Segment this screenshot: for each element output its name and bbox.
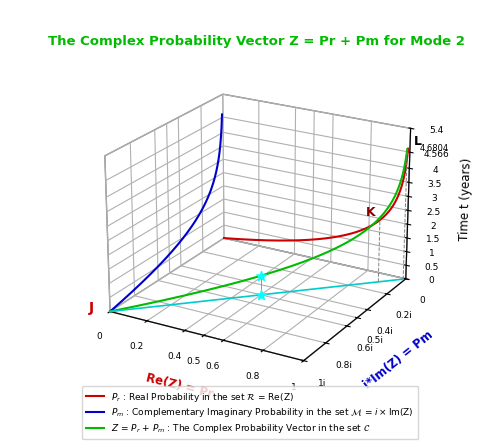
- Legend: $P_r$ : Real Probability in the set $\mathcal{R}$ = Re(Z), $P_m$ : Complementary: $P_r$ : Real Probability in the set $\ma…: [82, 386, 418, 440]
- Y-axis label: i*Im(Z) = Pm: i*Im(Z) = Pm: [361, 328, 436, 391]
- X-axis label: Re(Z) = Pr: Re(Z) = Pr: [144, 372, 214, 401]
- Title: The Complex Probability Vector Z = Pr + Pm for Mode 2: The Complex Probability Vector Z = Pr + …: [48, 35, 465, 48]
